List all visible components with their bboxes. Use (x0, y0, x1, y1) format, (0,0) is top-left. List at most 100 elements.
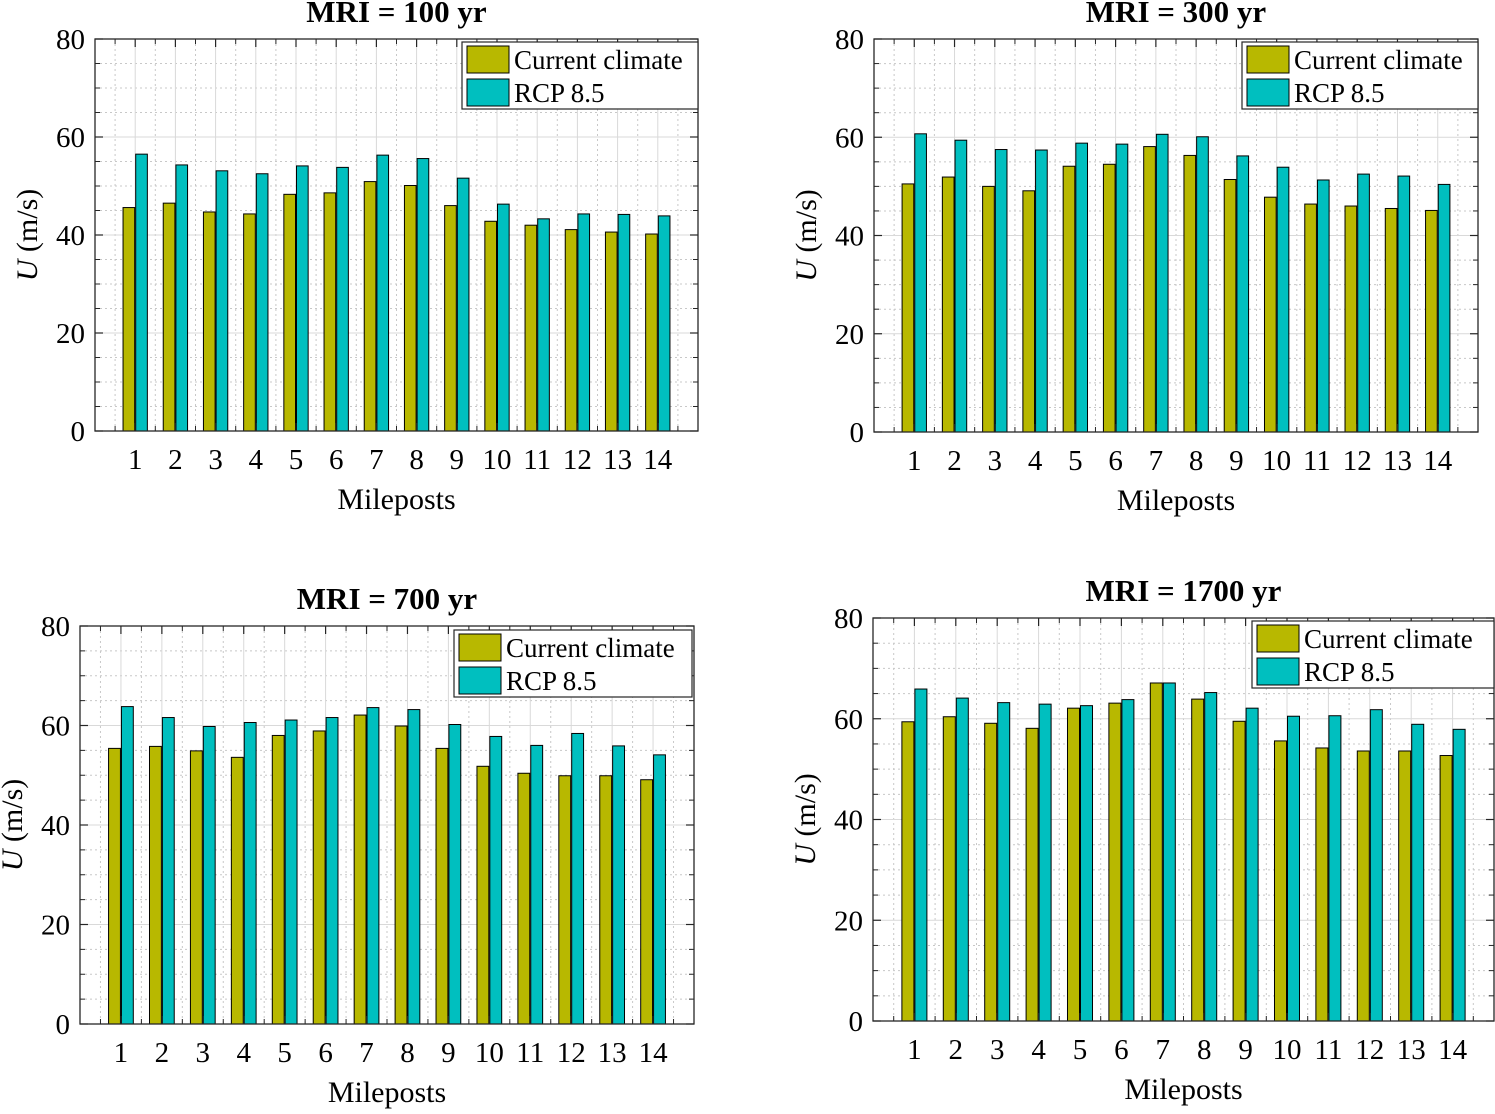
bar-rcp85-mp11 (1328, 715, 1342, 1022)
bar-rcp85-mp10 (1276, 166, 1290, 433)
y-tick-label: 20 (56, 318, 85, 350)
legend-swatch-current-climate (1256, 624, 1300, 653)
bar-rcp85-mp6 (325, 717, 339, 1025)
legend-label-rcp85: RCP 8.5 (1304, 657, 1395, 687)
x-tick-label: 4 (236, 1037, 251, 1069)
bar-current-climate-mp12 (564, 229, 578, 432)
x-tick-label: 3 (990, 1034, 1005, 1066)
bar-current-climate-mp14 (1439, 755, 1453, 1022)
x-tick-label: 8 (1189, 445, 1204, 477)
x-tick-label: 3 (988, 445, 1003, 477)
y-tick-label: 60 (56, 122, 85, 154)
bar-current-climate-mp2 (941, 176, 955, 433)
x-tick-label: 8 (400, 1037, 415, 1069)
bar-current-climate-mp7 (1149, 682, 1163, 1022)
y-axis-label: U (m/s) (0, 779, 29, 872)
bar-current-climate-mp11 (517, 772, 531, 1025)
x-tick-label: 8 (409, 444, 424, 476)
chart-title: MRI = 1700 yr (1086, 573, 1282, 608)
bar-current-climate-mp10 (1263, 196, 1277, 433)
y-tick-label: 40 (41, 810, 70, 842)
bar-rcp85-mp10 (489, 735, 503, 1025)
bar-rcp85-mp4 (255, 173, 269, 432)
bar-current-climate-mp12 (558, 775, 572, 1025)
chart-title: MRI = 700 yr (297, 581, 478, 616)
legend-label-current-climate: Current climate (514, 45, 683, 75)
x-tick-label: 9 (1238, 1034, 1253, 1066)
bar-rcp85-mp6 (1115, 143, 1129, 433)
bar-current-climate-mp7 (353, 714, 367, 1025)
y-tick-label: 20 (834, 905, 863, 937)
bar-rcp85-mp2 (175, 164, 189, 432)
bar-rcp85-mp13 (1397, 175, 1411, 433)
x-tick-label: 1 (114, 1037, 129, 1069)
bar-current-climate-mp5 (283, 193, 297, 432)
bar-rcp85-mp5 (284, 719, 298, 1025)
y-tick-label: 0 (850, 417, 865, 449)
legend-swatch-current-climate (466, 45, 510, 74)
bar-current-climate-mp12 (1344, 205, 1358, 433)
bar-rcp85-mp8 (1196, 136, 1209, 433)
legend-label-current-climate: Current climate (506, 633, 675, 663)
x-tick-label: 10 (475, 1037, 504, 1069)
bar-current-climate-mp14 (640, 779, 654, 1025)
x-tick-label: 3 (196, 1037, 211, 1069)
bar-rcp85-mp9 (448, 724, 462, 1025)
bar-rcp85-mp10 (497, 203, 510, 432)
x-tick-label: 13 (598, 1037, 627, 1069)
y-tick-label: 0 (71, 416, 86, 448)
bar-rcp85-mp13 (617, 213, 631, 432)
bar-rcp85-mp4 (243, 722, 257, 1025)
bar-rcp85-mp5 (1075, 142, 1089, 433)
x-tick-label: 9 (441, 1037, 456, 1069)
y-axis-label-variable: U (790, 258, 823, 282)
x-axis-label: Mileposts (1117, 484, 1235, 517)
chart-title: MRI = 100 yr (306, 0, 487, 29)
bar-rcp85-mp2 (955, 697, 969, 1022)
bar-rcp85-mp13 (612, 745, 626, 1025)
x-tick-label: 12 (557, 1037, 586, 1069)
bar-rcp85-mp4 (1038, 703, 1052, 1022)
bar-rcp85-mp7 (1162, 682, 1176, 1022)
bar-rcp85-mp8 (1204, 692, 1218, 1022)
bar-current-climate-mp4 (243, 213, 256, 432)
bar-rcp85-mp11 (530, 744, 544, 1025)
bar-current-climate-mp14 (1425, 209, 1438, 433)
y-tick-label: 20 (41, 910, 70, 942)
bar-current-climate-mp3 (984, 722, 998, 1022)
bar-rcp85-mp8 (407, 709, 421, 1025)
bar-current-climate-mp7 (363, 181, 377, 432)
y-tick-label: 40 (835, 221, 864, 253)
x-tick-label: 10 (1273, 1034, 1302, 1066)
x-tick-label: 2 (947, 445, 962, 477)
y-axis-label: U (m/s) (789, 773, 822, 866)
y-axis-label-unit: (m/s) (790, 189, 823, 260)
legend-swatch-current-climate (1246, 45, 1290, 74)
bar-rcp85-mp9 (456, 177, 470, 432)
legend-swatch-rcp85 (466, 78, 510, 107)
legend-swatch-rcp85 (1246, 78, 1290, 107)
bar-current-climate-mp10 (476, 765, 490, 1025)
bar-rcp85-mp1 (135, 153, 148, 432)
bar-current-climate-mp5 (1066, 707, 1081, 1022)
bar-current-climate-mp4 (230, 756, 244, 1025)
x-tick-label: 7 (1156, 1034, 1171, 1066)
bar-current-climate-mp5 (1062, 165, 1076, 433)
x-tick-label: 7 (359, 1037, 374, 1069)
bar-rcp85-mp11 (537, 218, 550, 432)
x-tick-label: 6 (329, 444, 344, 476)
bar-current-climate-mp13 (599, 775, 613, 1025)
x-axis-label: Mileposts (328, 1076, 446, 1109)
legend-swatch-rcp85 (1256, 657, 1300, 686)
bar-current-climate-mp2 (942, 716, 956, 1022)
bar-rcp85-mp1 (914, 688, 928, 1022)
bar-current-climate-mp9 (1232, 720, 1246, 1022)
bar-rcp85-mp9 (1245, 707, 1259, 1022)
bar-current-climate-mp11 (1315, 747, 1329, 1022)
bar-rcp85-mp2 (161, 717, 175, 1025)
